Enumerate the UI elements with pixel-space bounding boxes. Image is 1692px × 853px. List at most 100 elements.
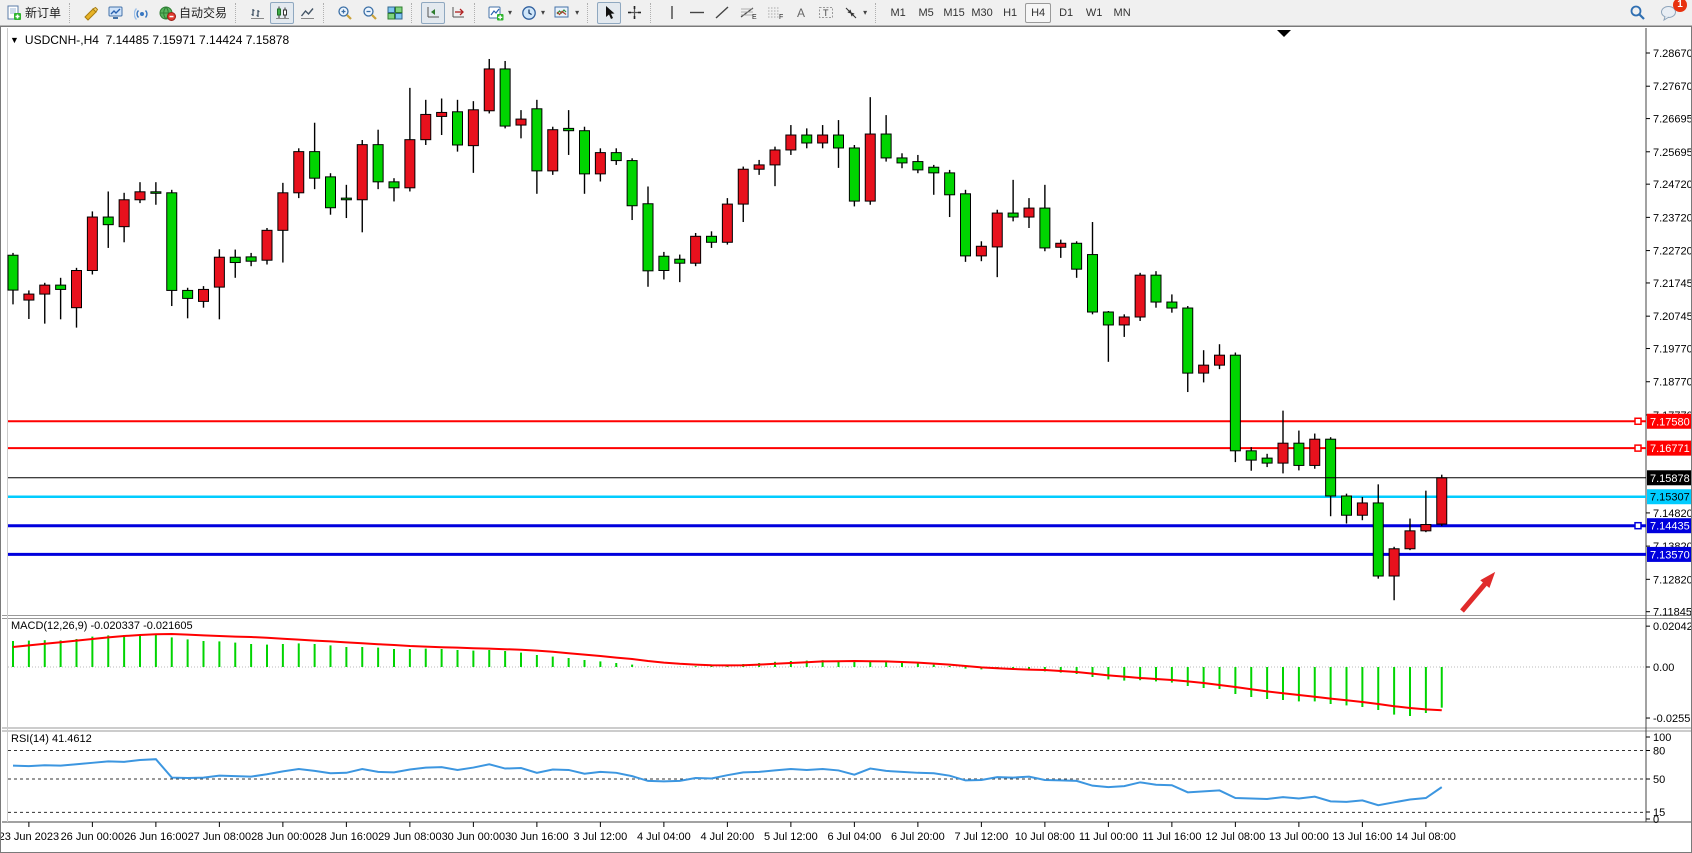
zoom-in-button[interactable] xyxy=(333,2,357,24)
candle[interactable] xyxy=(39,284,51,295)
candle[interactable] xyxy=(1118,316,1130,326)
candle[interactable] xyxy=(436,111,448,117)
candle[interactable] xyxy=(579,130,590,175)
candle[interactable] xyxy=(1277,442,1289,464)
candle[interactable] xyxy=(594,152,606,175)
candle[interactable] xyxy=(721,203,733,243)
candle[interactable] xyxy=(7,254,19,291)
candle[interactable] xyxy=(277,192,289,231)
candle[interactable] xyxy=(785,134,797,151)
candle[interactable] xyxy=(1007,212,1019,218)
text-tool-button[interactable]: A xyxy=(789,2,813,24)
candle[interactable] xyxy=(1325,438,1337,497)
candle[interactable] xyxy=(245,256,257,262)
candle[interactable] xyxy=(356,144,368,201)
line-chart-mode-button[interactable] xyxy=(295,2,319,24)
candle[interactable] xyxy=(499,68,511,127)
candle[interactable] xyxy=(658,255,670,272)
candle[interactable] xyxy=(420,113,432,141)
candlestick-mode-button[interactable] xyxy=(270,1,295,24)
candle[interactable] xyxy=(118,199,130,228)
candle[interactable] xyxy=(944,172,956,196)
candle[interactable] xyxy=(340,197,352,201)
templates-button[interactable]: ▾ xyxy=(550,2,583,24)
candle[interactable] xyxy=(1404,530,1416,550)
candle[interactable] xyxy=(372,144,384,183)
candle[interactable] xyxy=(404,139,416,189)
arrow-annotation-head[interactable] xyxy=(1480,571,1496,588)
candle[interactable] xyxy=(1214,354,1225,366)
timeframe-button-m30[interactable]: M30 xyxy=(971,6,993,19)
candle[interactable] xyxy=(690,235,702,264)
candle[interactable] xyxy=(1150,274,1162,303)
candle[interactable] xyxy=(467,109,479,147)
candle[interactable] xyxy=(198,288,209,302)
candle[interactable] xyxy=(55,284,67,290)
chart-canvas[interactable]: 7.28670 7.27670 7.26695 7.25695 7.24720 7.237… xyxy=(1,27,1691,852)
candle[interactable] xyxy=(325,176,336,209)
candle[interactable] xyxy=(610,152,622,162)
candle[interactable] xyxy=(801,134,813,144)
candle[interactable] xyxy=(1102,311,1114,326)
timeframe-button-mn[interactable]: MN xyxy=(1113,6,1131,19)
candle[interactable] xyxy=(547,129,559,172)
styles-button[interactable] xyxy=(79,2,103,24)
candle[interactable] xyxy=(848,147,860,202)
candle[interactable] xyxy=(626,160,638,207)
candle[interactable] xyxy=(991,212,1003,248)
timeframe-button-h1[interactable]: H1 xyxy=(1003,6,1018,19)
candle[interactable] xyxy=(1071,242,1083,270)
candle[interactable] xyxy=(817,134,829,144)
candle[interactable] xyxy=(975,245,987,257)
candle[interactable] xyxy=(515,118,527,126)
text-label-tool-button[interactable]: T xyxy=(814,2,838,24)
candle[interactable] xyxy=(1039,207,1051,249)
candle[interactable] xyxy=(928,166,940,174)
candle[interactable] xyxy=(912,161,924,171)
auto-scroll-button[interactable] xyxy=(421,1,446,24)
timeframe-button-w1[interactable]: W1 xyxy=(1085,6,1103,19)
candle[interactable] xyxy=(483,68,495,112)
candle[interactable] xyxy=(1261,457,1273,464)
chart-dropdown-icon[interactable]: ▼ xyxy=(10,35,19,45)
candle[interactable] xyxy=(706,235,717,243)
fibonacci-tool-button[interactable]: E xyxy=(735,2,761,24)
candle[interactable] xyxy=(134,191,146,201)
timeframe-button-m5[interactable]: M5 xyxy=(918,6,934,19)
candle[interactable] xyxy=(960,193,971,257)
candle[interactable] xyxy=(864,133,876,202)
crosshair-tool-button[interactable] xyxy=(622,2,646,24)
timeframe-button-d1[interactable]: D1 xyxy=(1059,6,1074,19)
candle[interactable] xyxy=(182,289,194,299)
candle[interactable] xyxy=(1309,438,1321,466)
candle[interactable] xyxy=(674,258,686,264)
candle[interactable] xyxy=(102,216,114,226)
candle[interactable] xyxy=(229,256,241,264)
candle[interactable] xyxy=(213,256,225,288)
candle[interactable] xyxy=(71,270,82,309)
candle[interactable] xyxy=(896,157,908,164)
grid-tool-button[interactable]: F xyxy=(762,2,788,24)
candle[interactable] xyxy=(1420,524,1432,532)
indicators-button[interactable]: ▾ xyxy=(484,2,516,24)
candle[interactable] xyxy=(1245,450,1257,461)
candle[interactable] xyxy=(261,229,273,261)
line-handle[interactable] xyxy=(1634,521,1642,530)
tile-windows-button[interactable] xyxy=(383,2,407,24)
candle[interactable] xyxy=(642,203,654,272)
candle[interactable] xyxy=(86,216,98,272)
candle[interactable] xyxy=(1087,254,1098,313)
signals-button[interactable] xyxy=(130,2,154,24)
candle[interactable] xyxy=(833,134,844,149)
auto-trading-button[interactable]: 自动交易 xyxy=(155,2,231,24)
candle[interactable] xyxy=(1293,442,1305,466)
candle[interactable] xyxy=(880,133,892,159)
candle[interactable] xyxy=(1198,364,1210,374)
candle[interactable] xyxy=(309,151,321,179)
market-watch-button[interactable] xyxy=(104,2,129,24)
candle[interactable] xyxy=(1134,274,1146,318)
candle[interactable] xyxy=(293,151,305,194)
candle[interactable] xyxy=(1055,242,1067,248)
scroll-to-end-marker[interactable] xyxy=(1277,30,1291,37)
trendline-tool-button[interactable] xyxy=(710,2,734,24)
